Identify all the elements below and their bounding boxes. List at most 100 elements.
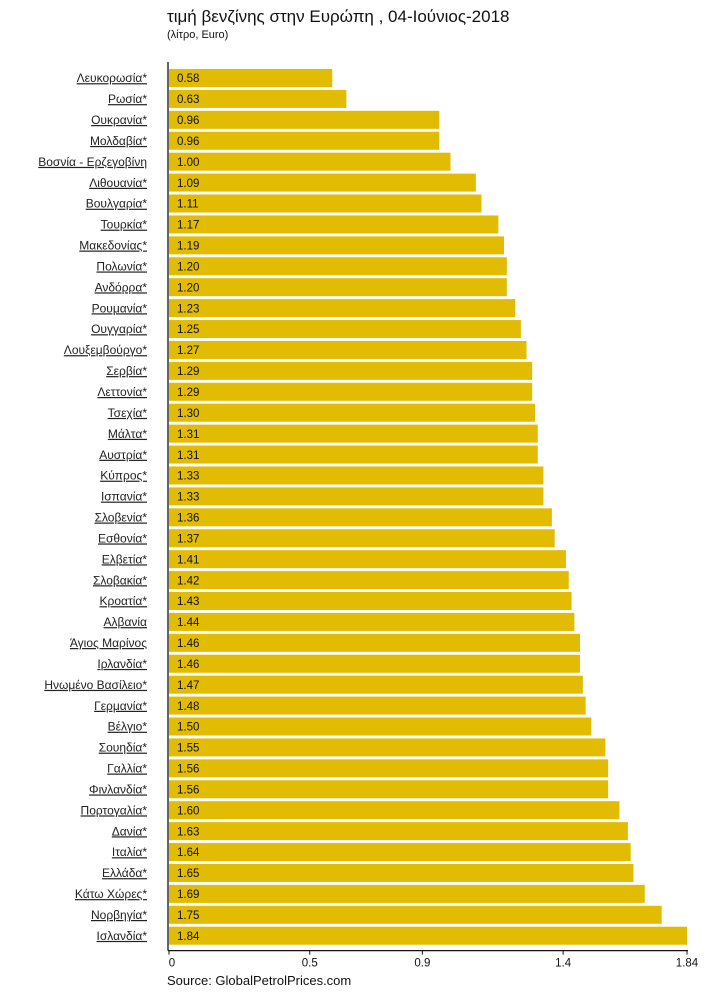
country-link[interactable]: Πολωνία* <box>96 259 147 273</box>
bar <box>169 257 507 276</box>
bar-value-label: 0.58 <box>177 73 199 85</box>
bar <box>169 738 606 757</box>
bar-value-label: 1.63 <box>177 826 199 838</box>
country-link[interactable]: Ελβετία* <box>102 552 148 566</box>
bar <box>169 424 538 443</box>
bar <box>169 592 572 610</box>
bar <box>169 926 687 945</box>
bar <box>169 696 586 715</box>
bar-value-label: 1.27 <box>177 345 199 357</box>
bar <box>169 215 499 234</box>
country-link[interactable]: Βοσνία - Ερζεγοβίνη <box>38 155 147 169</box>
country-link[interactable]: Ηνωμένο Βασίλειο* <box>44 678 147 692</box>
country-link[interactable]: Ελλάδα* <box>102 866 147 880</box>
country-link[interactable]: Γαλλία* <box>107 762 147 776</box>
country-link[interactable]: Ιρλανδία* <box>97 657 147 671</box>
bar-value-label: 1.00 <box>177 157 199 169</box>
bar-value-label: 1.25 <box>177 324 199 336</box>
country-link[interactable]: Λεττονία* <box>97 385 147 399</box>
x-tick-label: 0 <box>169 958 175 970</box>
bar-value-label: 0.63 <box>177 94 199 106</box>
country-link[interactable]: Αλβανία <box>104 615 148 629</box>
bar <box>169 194 482 213</box>
x-tick-label: 0.5 <box>302 958 318 970</box>
country-link[interactable]: Βέλγιο* <box>108 720 148 734</box>
bar-value-label: 1.55 <box>177 743 199 755</box>
country-link[interactable]: Αυστρία* <box>99 448 147 462</box>
country-link[interactable]: Εσθονία* <box>98 531 147 545</box>
bar <box>169 863 634 882</box>
bar-value-label: 1.33 <box>177 492 199 504</box>
bar <box>169 236 505 255</box>
country-link[interactable]: Ανδόρρα* <box>95 280 148 294</box>
bar-value-label: 1.09 <box>177 178 199 190</box>
country-link[interactable]: Ουγγαρία* <box>91 322 147 336</box>
bar-value-label: 1.41 <box>177 554 199 566</box>
country-link[interactable]: Σουηδία* <box>99 741 148 755</box>
country-link[interactable]: Βουλγαρία* <box>86 197 148 211</box>
country-link[interactable]: Σερβία* <box>106 364 147 378</box>
country-link[interactable]: Κροατία* <box>100 594 148 608</box>
country-link[interactable]: Ισλανδία* <box>97 929 148 943</box>
bar-value-label: 1.64 <box>177 847 200 859</box>
bar <box>169 487 544 506</box>
chart-subtitle: (λίτρο, Euro) <box>167 29 229 41</box>
bar-value-label: 0.96 <box>177 115 199 127</box>
bar-value-label: 1.69 <box>177 889 199 901</box>
bar-value-label: 1.29 <box>177 387 199 399</box>
bar-value-label: 1.65 <box>177 868 199 880</box>
country-link[interactable]: Φινλανδία* <box>89 782 147 796</box>
country-link[interactable]: Σλοβενία* <box>95 511 148 525</box>
bar-value-label: 1.48 <box>177 701 199 713</box>
bar <box>169 403 535 422</box>
country-link[interactable]: Δανία* <box>112 824 148 838</box>
country-link[interactable]: Νορβηγία* <box>91 908 147 922</box>
x-tick-label: 0.9 <box>414 958 430 970</box>
bar <box>169 550 566 569</box>
bar-value-label: 1.75 <box>177 910 199 922</box>
bar <box>169 717 592 736</box>
bar <box>169 299 516 318</box>
bar <box>169 110 440 129</box>
bar <box>169 801 620 820</box>
country-link[interactable]: Λευκορωσία* <box>77 71 148 85</box>
bar-value-label: 1.60 <box>177 805 199 817</box>
bar-value-label: 1.31 <box>177 429 199 441</box>
bar-value-label: 1.84 <box>177 931 200 943</box>
bar <box>169 633 581 652</box>
bar-value-label: 1.56 <box>177 764 199 776</box>
bar-value-label: 1.47 <box>177 680 199 692</box>
bar <box>169 612 575 631</box>
country-link[interactable]: Ουκρανία* <box>91 113 147 127</box>
bar <box>169 361 533 380</box>
bar <box>169 675 583 694</box>
bar <box>169 759 609 778</box>
country-link[interactable]: Ρωσία* <box>108 92 147 106</box>
bar <box>169 445 538 464</box>
country-link[interactable]: Μολδαβία* <box>90 134 147 148</box>
bar-value-label: 1.44 <box>177 617 200 629</box>
bar-value-label: 1.20 <box>177 261 199 273</box>
chart-title: τιμή βενζίνης στην Ευρώπη , 04-Ιούνιος-2… <box>167 7 510 26</box>
bar <box>169 89 347 108</box>
country-link[interactable]: Τσεχία* <box>108 406 148 420</box>
bar <box>169 131 440 150</box>
country-link[interactable]: Λουξεμβούργο* <box>64 343 148 357</box>
country-link[interactable]: Ρουμανία* <box>92 301 148 315</box>
bar <box>169 152 451 171</box>
country-link[interactable]: Κύπρος* <box>100 469 147 483</box>
country-link[interactable]: Ιταλία* <box>112 845 147 859</box>
country-link[interactable]: Γερμανία* <box>94 699 147 713</box>
country-link[interactable]: Κάτω Χώρες* <box>75 887 147 901</box>
bar <box>169 654 581 673</box>
country-link[interactable]: Τουρκία* <box>101 218 148 232</box>
bar <box>169 571 569 590</box>
country-link[interactable]: Μάλτα* <box>108 427 147 441</box>
bar-value-label: 1.50 <box>177 722 199 734</box>
country-link[interactable]: Πορτογαλία* <box>81 803 148 817</box>
country-link[interactable]: Άγιος Μαρίνος <box>70 636 147 650</box>
country-link[interactable]: Σλοβακία* <box>93 573 147 587</box>
country-link[interactable]: Μακεδονίας* <box>79 239 147 253</box>
country-link[interactable]: Λιθουανία* <box>89 176 147 190</box>
country-link[interactable]: Ισπανία* <box>101 490 147 504</box>
